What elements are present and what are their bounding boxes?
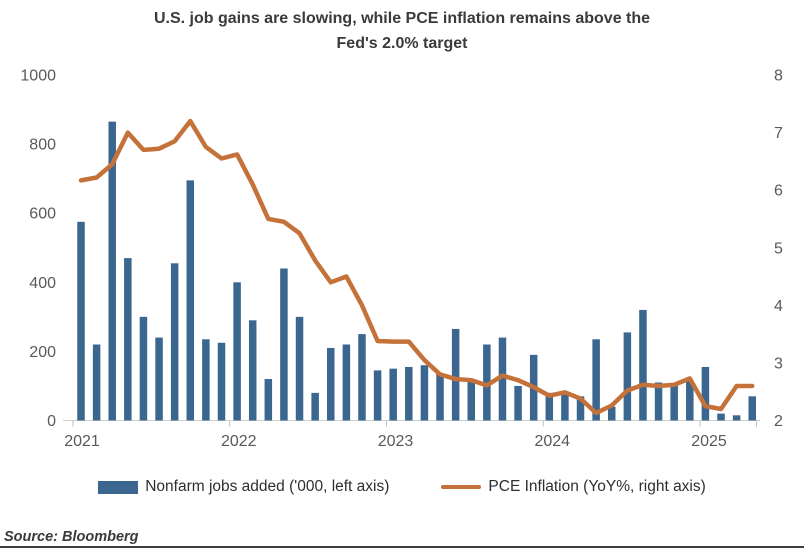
bar <box>233 282 241 421</box>
bar <box>248 320 257 421</box>
bar <box>592 339 600 421</box>
bar <box>561 394 569 421</box>
line-series-label: PCE Inflation (YoY%, right axis) <box>488 478 706 495</box>
bar <box>420 365 429 421</box>
bar <box>498 337 507 421</box>
bar <box>467 380 475 421</box>
bar <box>202 339 210 421</box>
bar <box>186 180 195 421</box>
legend-item-bars: Nonfarm jobs added ('000, left axis) <box>98 478 389 496</box>
left-axis-tick-label: 1000 <box>20 68 56 85</box>
chart-title: U.S. job gains are slowing, while PCE in… <box>0 6 804 56</box>
left-axis-tick-label: 400 <box>29 275 56 292</box>
line-series-swatch <box>441 484 482 490</box>
bar <box>686 380 694 421</box>
bar <box>436 373 444 421</box>
chart-canvas: 0 200 400 600 800 1000 2 3 4 5 6 7 8 2021 2022 2023 2024… <box>20 68 783 451</box>
pce-inflation-line <box>78 118 755 416</box>
bar <box>327 347 335 421</box>
bar <box>373 370 382 421</box>
x-axis-tick-label: 2024 <box>534 433 570 450</box>
bar <box>717 413 725 421</box>
bar <box>545 392 554 421</box>
bar <box>607 406 616 421</box>
left-axis-tick-label: 600 <box>29 206 56 223</box>
bar <box>623 332 632 421</box>
bar <box>92 344 101 421</box>
bar <box>170 263 179 421</box>
left-axis-tick-label: 0 <box>47 413 56 430</box>
right-axis-tick-label: 2 <box>774 413 783 430</box>
bar <box>108 121 116 421</box>
right-axis-tick-label: 5 <box>774 240 783 257</box>
bar <box>451 328 460 421</box>
chart-title-line1: U.S. job gains are slowing, while PCE in… <box>153 10 651 27</box>
left-axis-tick-label: 800 <box>29 137 56 154</box>
right-axis-tick-label: 6 <box>774 183 783 200</box>
bar <box>311 392 319 421</box>
right-axis-tick-label: 8 <box>774 68 783 85</box>
bar-series-label: Nonfarm jobs added ('000, left axis) <box>145 478 390 495</box>
bar <box>670 384 678 421</box>
x-axis-tick-label: 2025 <box>691 433 727 450</box>
legend: Nonfarm jobs added ('000, left axis) PCE… <box>0 478 804 496</box>
source-attribution: Source: Bloomberg <box>4 529 139 545</box>
bar <box>342 344 351 421</box>
bottom-divider <box>0 546 804 548</box>
bar <box>139 316 148 421</box>
bar <box>264 379 273 421</box>
bar <box>124 258 132 421</box>
bar <box>483 344 491 421</box>
bar <box>280 268 288 421</box>
bar-series-swatch <box>98 480 139 494</box>
x-axis-tick-label: 2023 <box>378 433 414 450</box>
bar <box>217 342 226 421</box>
legend-item-line: PCE Inflation (YoY%, right axis) <box>441 478 706 496</box>
right-axis-tick-label: 3 <box>774 355 783 372</box>
bar <box>576 396 585 421</box>
bar <box>748 396 756 421</box>
right-axis-tick-label: 7 <box>774 125 783 142</box>
bar <box>701 366 710 421</box>
left-axis-tick-label: 200 <box>29 344 56 361</box>
chart-title-line2: Fed's 2.0% target <box>336 35 468 52</box>
bar <box>654 382 663 421</box>
bar <box>514 385 522 421</box>
right-axis-tick-label: 4 <box>774 298 783 315</box>
bar <box>405 366 413 421</box>
bar <box>358 334 366 421</box>
bar <box>155 337 163 421</box>
x-axis-tick-label: 2022 <box>221 433 257 450</box>
bar <box>389 368 397 421</box>
bar <box>639 309 647 421</box>
chart-container: 0 200 400 600 800 1000 2 3 4 5 6 7 8 2021 2022 2023 2024… <box>20 68 783 451</box>
x-axis-tick-label: 2021 <box>64 433 100 450</box>
bar <box>295 316 304 421</box>
bar <box>732 415 741 421</box>
bar <box>77 221 85 421</box>
